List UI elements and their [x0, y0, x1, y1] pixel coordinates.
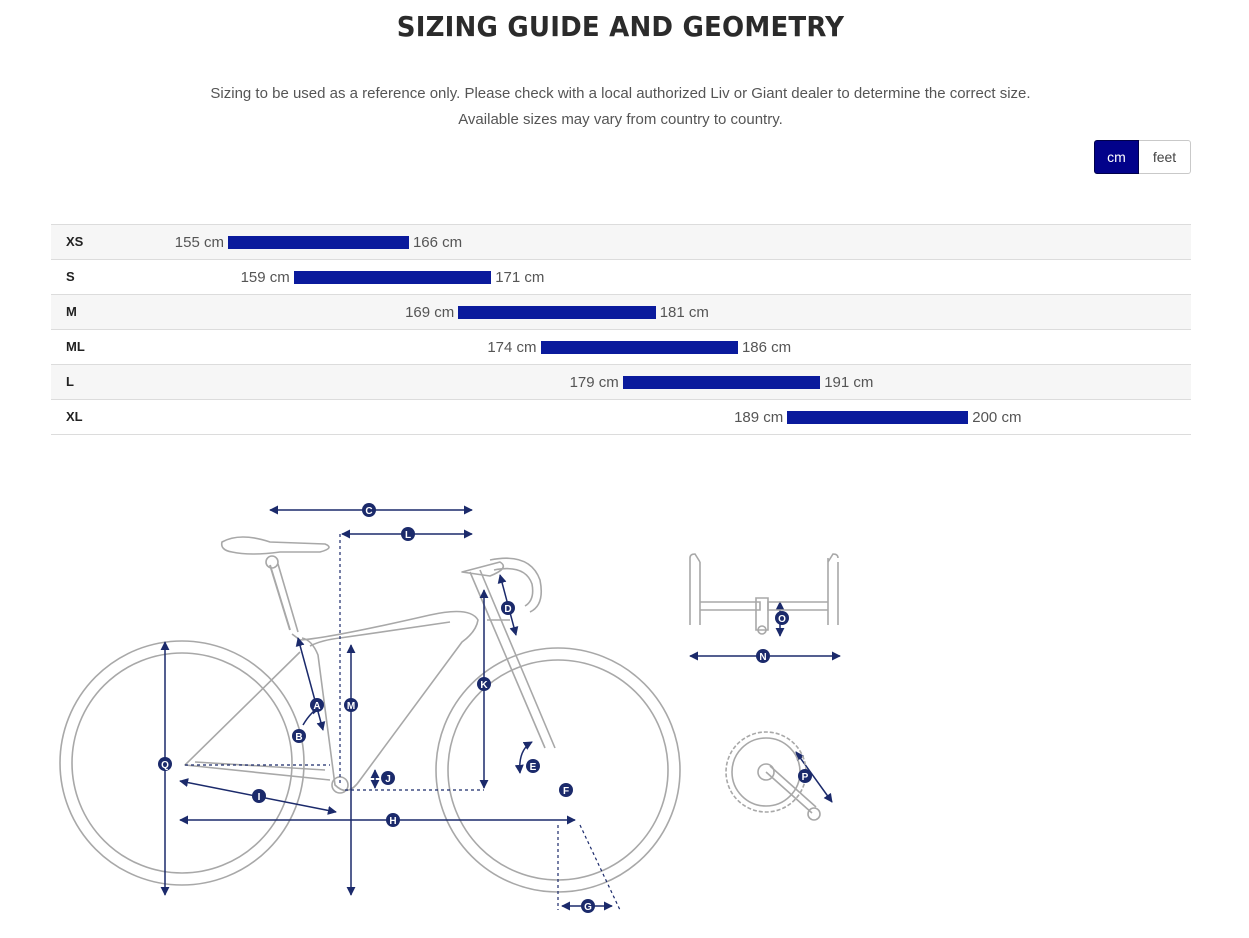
marker-q: Q — [158, 757, 172, 771]
height-min-label: 159 cm — [240, 269, 290, 286]
height-min-label: 169 cm — [405, 304, 455, 321]
svg-text:J: J — [385, 774, 391, 785]
size-row-xs: XS 155 cm 166 cm — [51, 225, 1191, 260]
unit-feet-button[interactable]: feet — [1139, 140, 1191, 174]
marker-d: D — [501, 601, 515, 615]
marker-i: I — [252, 789, 266, 803]
unit-toggle: cm feet — [1094, 140, 1191, 174]
height-range-bar — [293, 271, 492, 284]
height-range-bar — [540, 341, 738, 354]
rear-wheel — [59, 640, 305, 886]
height-min-label: 174 cm — [487, 339, 537, 356]
marker-p: P — [798, 769, 812, 783]
size-label: ML — [66, 339, 85, 354]
height-min-label: 179 cm — [569, 374, 619, 391]
svg-text:Q: Q — [161, 760, 169, 771]
svg-text:O: O — [778, 614, 786, 625]
bike-geometry-diagram: A B C D E F G H I J K L M N O P Q — [59, 503, 841, 913]
handlebar-detail — [689, 553, 839, 635]
svg-text:D: D — [504, 604, 511, 615]
size-label: M — [66, 304, 77, 319]
marker-o: O — [775, 611, 789, 625]
marker-h: H — [386, 813, 400, 827]
height-max-label: 166 cm — [412, 234, 463, 251]
height-range-bar — [458, 306, 656, 319]
svg-text:N: N — [759, 652, 766, 663]
marker-j: J — [381, 771, 395, 785]
height-min-label: 189 cm — [734, 409, 784, 426]
marker-m: M — [344, 698, 358, 712]
height-max-label: 171 cm — [495, 269, 545, 286]
height-range-bar — [228, 236, 409, 249]
svg-text:K: K — [480, 680, 488, 691]
sizing-disclaimer: Sizing to be used as a reference only. P… — [0, 81, 1241, 133]
marker-b: B — [292, 729, 306, 743]
unit-cm-button[interactable]: cm — [1094, 140, 1139, 174]
disclaimer-line-1: Sizing to be used as a reference only. P… — [210, 85, 1031, 102]
svg-text:L: L — [405, 530, 411, 541]
dotted-guides — [185, 534, 621, 911]
marker-n: N — [756, 649, 770, 663]
size-row-xl: XL 189 cm 200 cm — [51, 400, 1191, 435]
svg-text:E: E — [530, 762, 537, 773]
disclaimer-line-2: Available sizes may vary from country to… — [458, 111, 783, 128]
marker-g: G — [581, 899, 595, 913]
height-max-label: 191 cm — [824, 374, 874, 391]
size-label: S — [66, 269, 75, 284]
svg-text:G: G — [584, 902, 592, 913]
size-label: XL — [66, 409, 83, 424]
height-range-bar — [622, 376, 821, 389]
marker-a: A — [310, 698, 324, 712]
size-row-s: S 159 cm 171 cm — [51, 260, 1191, 295]
marker-c: C — [362, 503, 376, 517]
height-max-label: 181 cm — [659, 304, 709, 321]
height-max-label: 200 cm — [972, 409, 1022, 426]
size-label: L — [66, 374, 74, 389]
size-chart-table: XS 155 cm 166 cm S 159 cm 171 cm M 169 c… — [51, 224, 1191, 435]
svg-text:A: A — [313, 701, 320, 712]
svg-text:M: M — [347, 701, 355, 712]
size-row-m: M 169 cm 181 cm — [51, 295, 1191, 330]
svg-text:F: F — [563, 786, 569, 797]
size-label: XS — [66, 234, 84, 249]
size-row-l: L 179 cm 191 cm — [51, 365, 1191, 400]
height-range-bar — [787, 411, 969, 424]
height-max-label: 186 cm — [741, 339, 792, 356]
svg-text:B: B — [295, 732, 302, 743]
svg-text:C: C — [365, 506, 372, 517]
marker-k: K — [477, 677, 491, 691]
marker-e: E — [526, 759, 540, 773]
svg-text:P: P — [802, 772, 809, 783]
page-title: SIZING GUIDE AND GEOMETRY — [396, 10, 845, 43]
height-min-label: 155 cm — [174, 234, 224, 251]
size-row-ml: ML 174 cm 186 cm — [51, 330, 1191, 365]
svg-text:H: H — [389, 816, 396, 827]
svg-text:I: I — [258, 792, 261, 803]
geometry-label-markers: A B C D E F G H I J K L M N O P Q — [158, 503, 812, 913]
marker-l: L — [401, 527, 415, 541]
marker-f: F — [559, 783, 573, 797]
